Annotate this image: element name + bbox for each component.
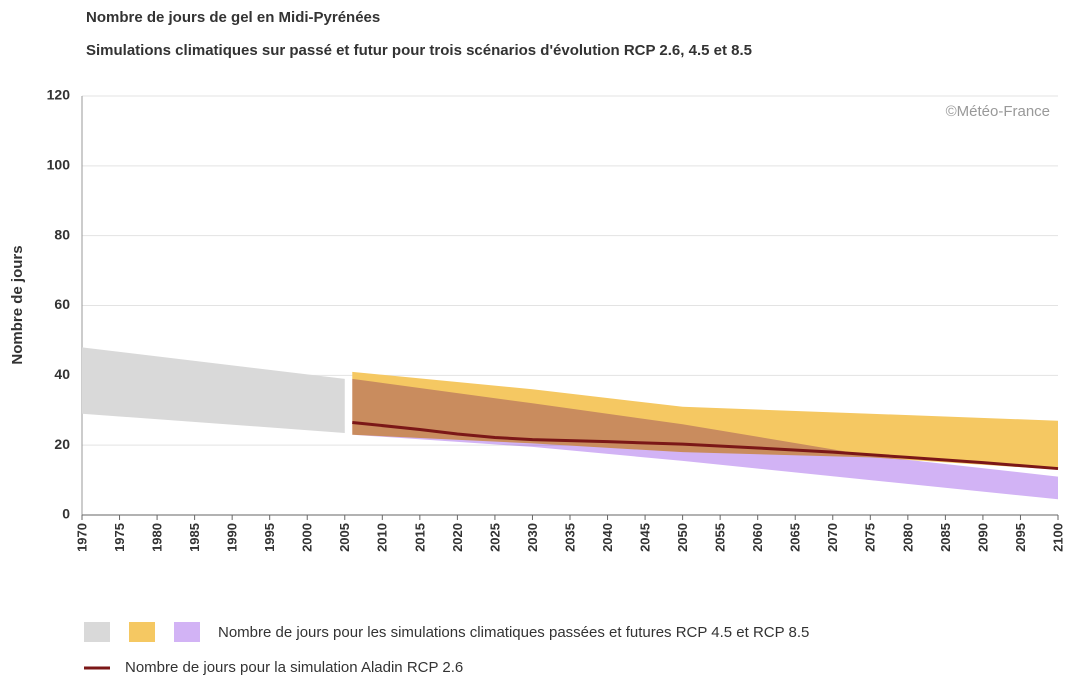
x-tick-label: 2085 — [938, 523, 953, 552]
x-tick-label: 2080 — [900, 523, 915, 552]
line — [352, 420, 1059, 471]
legend-swatch — [174, 622, 200, 642]
x-tick-label: 2050 — [675, 523, 690, 552]
x-tick-label: 2065 — [788, 523, 803, 552]
x-tick-label: 2060 — [750, 523, 765, 552]
legend-swatch — [84, 622, 110, 642]
x-tick-label: 2070 — [825, 523, 840, 552]
x-tick-label: 1970 — [74, 523, 89, 552]
x-tick-label: 2040 — [600, 523, 615, 552]
y-tick-label: 60 — [54, 296, 70, 312]
y-tick-label: 0 — [62, 506, 70, 522]
x-tick-label: 2025 — [487, 523, 502, 552]
x-tick-label: 2100 — [1050, 523, 1065, 552]
band — [82, 347, 345, 433]
x-tick-label: 2090 — [975, 523, 990, 552]
chart-title: Nombre de jours de gel en Midi-Pyrénées — [86, 9, 380, 26]
x-tick-label: 2010 — [375, 523, 390, 552]
x-tick-label: 2045 — [638, 523, 653, 552]
x-tick-label: 2035 — [562, 523, 577, 552]
legend-swatch — [129, 622, 155, 642]
x-tick-label: 1980 — [150, 523, 165, 552]
x-tick-label: 2055 — [713, 523, 728, 552]
chart-subtitle: Simulations climatiques sur passé et fut… — [86, 42, 752, 59]
y-tick-label: 100 — [47, 157, 71, 173]
band — [352, 371, 1058, 470]
watermark: ©Météo-France — [946, 103, 1050, 120]
x-tick-label: 2020 — [450, 523, 465, 552]
y-tick-label: 40 — [54, 366, 70, 382]
bands — [82, 347, 1058, 500]
band — [352, 378, 1058, 500]
legend-label: Nombre de jours pour les simulations cli… — [218, 624, 809, 641]
y-tick-label: 80 — [54, 226, 70, 242]
x-tick-label: 2000 — [300, 523, 315, 552]
x-tick-label: 1975 — [112, 523, 127, 552]
y-tick-label: 120 — [47, 87, 71, 103]
x-tick-label: 2015 — [412, 523, 427, 552]
x-tick-label: 2095 — [1013, 523, 1028, 552]
x-tick-label: 1990 — [225, 523, 240, 552]
x-tick-label: 1995 — [262, 523, 277, 552]
legend-label: Nombre de jours pour la simulation Aladi… — [125, 659, 463, 676]
x-tick-label: 2005 — [337, 523, 352, 552]
x-tick-label: 2075 — [863, 523, 878, 552]
y-tick-label: 20 — [54, 436, 70, 452]
x-tick-label: 1985 — [187, 523, 202, 552]
y-axis-label: Nombre de jours — [9, 245, 26, 364]
x-tick-label: 2030 — [525, 523, 540, 552]
